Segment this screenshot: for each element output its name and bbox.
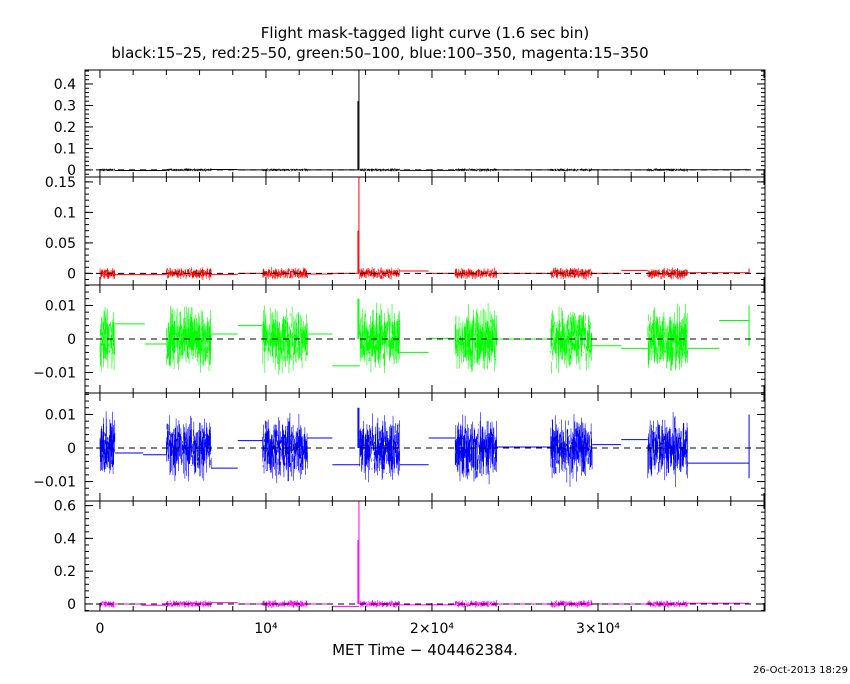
panel-black: 0 0.1 0.2 0.3 0.4 <box>54 69 766 179</box>
x-tick-label: 10⁴ <box>254 621 278 637</box>
y-tick-label: 0.01 <box>45 298 76 314</box>
noise-data <box>99 302 688 376</box>
y-tick-label: 0.4 <box>54 531 76 547</box>
panel-frame <box>84 176 766 286</box>
x-tick-label: 0 <box>95 621 104 637</box>
series-blue <box>99 407 750 488</box>
panel-frame <box>84 500 766 612</box>
chart-subtitle: black:15–25, red:25–50, green:50–100, bl… <box>111 44 648 62</box>
panel-green: −0.01 0 0.01 <box>33 284 766 394</box>
x-tick-label: 3×10⁴ <box>576 621 620 637</box>
panel-red: 0 0.05 0.1 0.15 <box>45 175 766 286</box>
panel-frame <box>84 69 766 178</box>
y-tick-label: 0 <box>67 332 76 348</box>
y-tick-label: 0.01 <box>45 407 76 423</box>
y-tick-label: 0.2 <box>54 564 76 580</box>
panel-magenta: 0 0.2 0.4 0.6 <box>54 499 766 613</box>
y-tick-label: 0 <box>67 163 76 179</box>
panel-blue: −0.01 0 0.01 <box>33 392 766 502</box>
x-tick-label: 2×10⁴ <box>410 621 454 637</box>
y-tick-label: 0 <box>67 266 76 282</box>
y-tick-label: 0 <box>67 441 76 457</box>
chart-title: Flight mask-tagged light curve (1.6 sec … <box>261 24 589 42</box>
series-green <box>99 298 750 376</box>
y-tick-label: −0.01 <box>33 475 76 491</box>
y-tick-label: 0.05 <box>45 236 76 252</box>
y-tick-label: 0.4 <box>54 77 76 93</box>
y-tick-label: 0.1 <box>54 205 76 221</box>
series-red <box>99 177 750 281</box>
y-tick-label: 0 <box>67 597 76 613</box>
series-magenta <box>99 501 750 609</box>
y-tick-label: 0.2 <box>54 120 76 136</box>
noise-data <box>99 411 688 488</box>
y-tick-label: 0.3 <box>54 98 76 114</box>
x-axis-label: MET Time − 404462384. <box>332 641 518 659</box>
series-black <box>99 70 750 172</box>
y-tick-label: 0.6 <box>54 499 76 515</box>
timestamp-footer: 26-Oct-2013 18:29 <box>753 665 848 676</box>
panels: 00.10.20.30.400.050.10.15−0.0100.01−0.01… <box>33 69 766 637</box>
y-tick-label: −0.01 <box>33 366 76 382</box>
y-tick-label: 0.1 <box>54 141 76 157</box>
y-tick-label: 0.15 <box>45 175 76 191</box>
